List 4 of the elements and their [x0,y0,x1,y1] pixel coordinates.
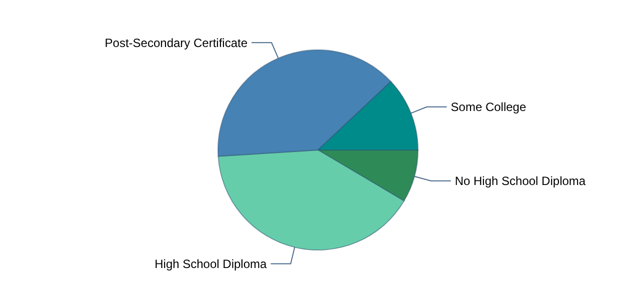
slice-label: High School Diploma [154,256,268,271]
slice-label: Post-Secondary Certificate [104,36,248,50]
slice-label: No High School Diploma [454,174,586,188]
slice-label: Some College [450,100,526,114]
